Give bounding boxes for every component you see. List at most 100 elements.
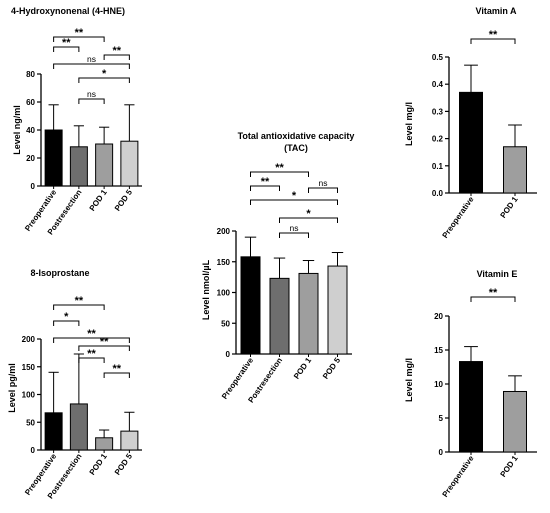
significance-bracket [53, 36, 105, 42]
chart-title-vita: Vitamin A [475, 6, 517, 16]
significance-bracket [279, 217, 338, 223]
significance-label: ** [62, 37, 71, 49]
y-tick-label: 15 [434, 346, 443, 355]
significance-bracket [78, 357, 105, 363]
ylabel-vite: Level mg/l [404, 358, 414, 402]
y-tick-label: 60 [26, 98, 35, 107]
y-axis-label-tac: Level nmol/µL [201, 259, 211, 320]
y-tick-label: 200 [217, 227, 231, 236]
significance-label: ns [87, 54, 96, 64]
bar-postresection [269, 277, 290, 355]
y-tick-label: 150 [22, 363, 36, 372]
ylabel-vita: Level mg/l [404, 102, 414, 146]
y-tick-label: 20 [26, 154, 35, 163]
chart-title-tac: Total antioxidative capacity [238, 131, 355, 141]
x-tick-label: POD 1 [88, 452, 109, 477]
significance-label: ** [75, 295, 84, 307]
bar-preoperative [459, 91, 483, 194]
panel-tac: Total antioxidative capacity (TAC) Level… [201, 131, 354, 404]
significance-bracket [53, 337, 130, 343]
y-axis-label-8iso: Level pg/ml [7, 363, 17, 413]
significance-bracket [53, 320, 80, 326]
plot-area-vita: 0.0 0.1 0.2 0.3 0.4 0.5 Preoperative POD 1 ** [432, 29, 537, 240]
y-axis-label-vita: Level mg/l [404, 102, 414, 146]
significance-label: * [64, 311, 69, 323]
ylabel-4hne: Level ng/ml [12, 105, 22, 155]
chart-title-4hne: 4-Hydroxynonenal (4-HNE) [11, 6, 125, 16]
y-tick-label: 0.0 [432, 189, 444, 198]
y-tick-label: 40 [26, 126, 35, 135]
significance-bracket [53, 63, 130, 69]
y-tick-label: 100 [217, 289, 231, 298]
chart-subtitle-tac: (TAC) [284, 143, 308, 153]
y-tick-label: 5 [439, 414, 444, 423]
y-tick-label: 0 [31, 182, 36, 191]
y-tick-label: 0.2 [432, 135, 444, 144]
bar-pod-5 [120, 430, 139, 451]
y-axis-label-vite: Level mg/l [404, 358, 414, 402]
bar-pod-1 [95, 437, 114, 451]
x-tick-label: POD 5 [113, 452, 134, 477]
significance-label: * [102, 68, 107, 80]
significance-label: ** [100, 336, 109, 348]
significance-label: ** [261, 176, 270, 188]
significance-bracket [308, 187, 338, 193]
y-tick-label: 10 [434, 380, 443, 389]
significance-bracket [279, 232, 309, 238]
bar-postresection [69, 403, 88, 451]
bar-pod-1 [503, 390, 527, 453]
y-tick-label: 50 [26, 418, 35, 427]
significance-bracket [470, 38, 516, 44]
significance-label: ** [489, 29, 498, 41]
significance-label: * [292, 190, 297, 202]
y-tick-label: 0 [31, 446, 36, 455]
y-tick-label: 0.1 [432, 162, 444, 171]
significance-bracket [250, 171, 309, 177]
significance-label: ** [112, 45, 121, 57]
panel-8iso: 8-Isoprostane Level pg/ml 050100150200Pr… [7, 268, 142, 500]
significance-bracket [78, 345, 130, 351]
significance-bracket [78, 77, 130, 83]
bar-preoperative [240, 256, 261, 355]
y-tick-label: 0.4 [432, 80, 444, 89]
y-tick-label: 150 [217, 258, 231, 267]
x-tick-label: POD 1 [498, 195, 519, 220]
x-tick-label: POD 1 [292, 356, 313, 381]
significance-bracket [78, 98, 105, 104]
significance-label: ** [87, 328, 96, 340]
significance-label: ns [87, 89, 96, 99]
x-tick-label: Preoperative [440, 454, 475, 499]
y-tick-label: 80 [26, 70, 35, 79]
bar-preoperative [459, 361, 483, 453]
significance-bracket [53, 304, 105, 310]
bar-preoperative [44, 412, 63, 451]
bar-pod-5 [120, 140, 139, 187]
y-tick-label: 0.3 [432, 107, 444, 116]
y-tick-label: 0 [439, 448, 444, 457]
significance-bracket [103, 372, 130, 378]
bar-preoperative [44, 129, 63, 187]
y-tick-label: 0.5 [432, 53, 444, 62]
y-tick-label: 50 [221, 319, 230, 328]
y-tick-label: 100 [22, 391, 36, 400]
bar-pod-1 [95, 143, 114, 187]
y-tick-label: 200 [22, 335, 36, 344]
significance-bracket [103, 54, 130, 60]
y-tick-label: 20 [434, 312, 443, 321]
bar-pod-5 [327, 265, 348, 355]
significance-label: ns [319, 178, 328, 188]
panel-vite: Vitamin E Level mg/l 0 5 10 15 20 Preoperativ… [404, 269, 537, 499]
significance-label: ns [290, 223, 299, 233]
significance-bracket [470, 296, 516, 302]
plot-area-vite: 0 5 10 15 20 Preoperative POD 1 ** [434, 287, 537, 499]
bar-pod-1 [503, 146, 527, 194]
significance-label: ** [75, 27, 84, 39]
bar-pod-1 [298, 272, 319, 355]
x-tick-label: Preoperative [440, 195, 475, 240]
x-tick-label: POD 1 [88, 188, 109, 213]
bar-postresection [69, 146, 88, 187]
significance-label: * [306, 208, 311, 220]
ylabel-tac: Level nmol/µL [201, 259, 211, 320]
